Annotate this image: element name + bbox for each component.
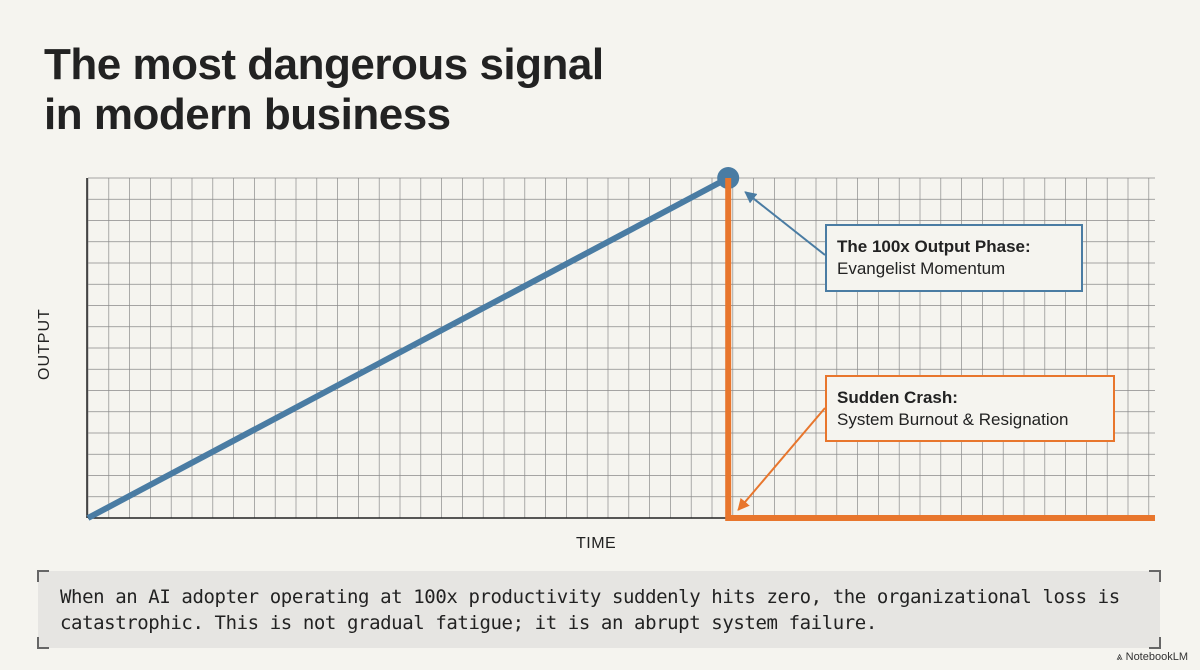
corner-bracket — [1149, 637, 1161, 649]
caption-box: When an AI adopter operating at 100x pro… — [37, 570, 1161, 649]
page-title: The most dangerous signal in modern busin… — [44, 40, 604, 140]
corner-bracket — [37, 637, 49, 649]
series-line-0 — [86, 175, 730, 521]
brand-watermark: ⩓ NotebookLM — [1116, 651, 1188, 663]
x-axis-label: TIME — [576, 535, 617, 552]
title-line-1: The most dangerous signal — [44, 40, 604, 89]
annotation-arrow — [744, 191, 826, 256]
corner-bracket — [1149, 570, 1161, 582]
annotation-sudden-crash: Sudden Crash: System Burnout & Resignati… — [825, 375, 1115, 442]
annotation-output-phase: The 100x Output Phase: Evangelist Moment… — [825, 224, 1083, 292]
title-line-2: in modern business — [44, 90, 451, 139]
annotation-arrow — [737, 407, 826, 511]
annotation-title: The 100x Output Phase: — [837, 237, 1031, 256]
y-axis-label: OUTPUT — [36, 308, 53, 380]
corner-bracket — [37, 570, 49, 582]
caption-text: When an AI adopter operating at 100x pro… — [60, 586, 1120, 634]
annotation-text: System Burnout & Resignation — [837, 410, 1069, 429]
annotation-text: Evangelist Momentum — [837, 259, 1006, 278]
brand-text: NotebookLM — [1125, 651, 1188, 663]
annotation-title: Sudden Crash: — [837, 388, 958, 407]
series-line-1 — [725, 178, 1155, 521]
